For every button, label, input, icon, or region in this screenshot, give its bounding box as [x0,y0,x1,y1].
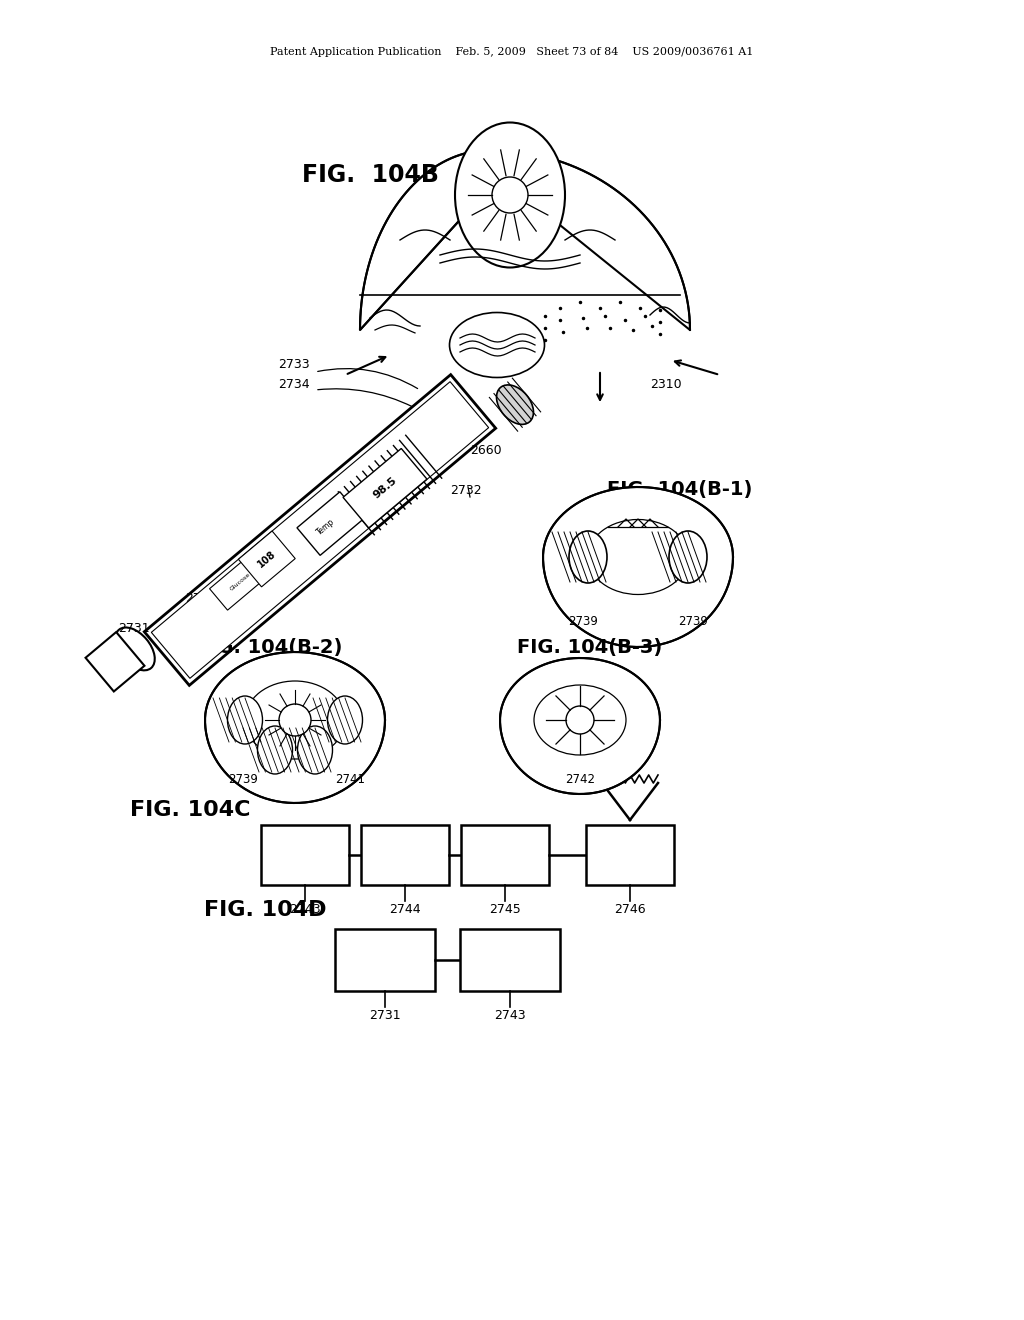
FancyBboxPatch shape [460,929,560,991]
Polygon shape [239,531,295,587]
Text: 2741: 2741 [335,774,365,785]
FancyBboxPatch shape [586,825,674,884]
Text: 2660: 2660 [470,444,502,457]
Text: 2739: 2739 [568,615,598,628]
Polygon shape [500,657,660,795]
Text: FIG. 104(B-1): FIG. 104(B-1) [607,480,753,499]
Polygon shape [543,487,733,647]
Polygon shape [205,652,385,803]
Circle shape [566,706,594,734]
FancyBboxPatch shape [335,929,435,991]
Text: 2739: 2739 [678,615,708,628]
Polygon shape [360,152,690,330]
Ellipse shape [669,531,707,583]
Text: FIG. 104(B-3): FIG. 104(B-3) [517,639,663,657]
Text: 2731: 2731 [118,622,150,635]
Text: 98.5: 98.5 [372,475,398,500]
Text: 108: 108 [256,549,278,569]
Text: 2735: 2735 [295,541,327,554]
Polygon shape [297,492,364,556]
FancyBboxPatch shape [361,825,449,884]
Ellipse shape [450,313,545,378]
Text: 2739: 2739 [228,774,258,785]
Ellipse shape [116,627,155,671]
Text: 2734: 2734 [278,379,309,392]
Text: Glucose: Glucose [228,572,251,591]
Text: FIG.  104B: FIG. 104B [301,162,438,187]
Polygon shape [343,449,427,528]
Ellipse shape [298,726,333,774]
FancyBboxPatch shape [261,825,349,884]
Ellipse shape [455,123,565,268]
Text: 2310: 2310 [650,379,682,392]
Text: 2744: 2744 [389,903,421,916]
Ellipse shape [257,726,293,774]
Text: FIG. 104D: FIG. 104D [204,900,327,920]
FancyBboxPatch shape [461,825,549,884]
Text: FIG. 104(B-2): FIG. 104(B-2) [198,639,343,657]
Text: 2737: 2737 [185,591,217,605]
Circle shape [492,177,528,213]
Text: FIG. 104C: FIG. 104C [130,800,250,820]
Polygon shape [86,632,144,692]
Ellipse shape [328,696,362,744]
Text: 2746: 2746 [614,903,646,916]
Text: 2733: 2733 [278,359,309,371]
Text: 2731: 2731 [370,1008,400,1022]
Text: Patent Application Publication    Feb. 5, 2009   Sheet 73 of 84    US 2009/00367: Patent Application Publication Feb. 5, 2… [270,48,754,57]
Text: 2732: 2732 [450,483,481,496]
Polygon shape [152,381,488,678]
Polygon shape [210,553,270,610]
Text: Temp: Temp [315,517,337,537]
Polygon shape [144,375,496,685]
Text: 2745: 2745 [489,903,521,916]
Text: 2742: 2742 [565,774,595,785]
Ellipse shape [569,531,607,583]
Text: 2743: 2743 [289,903,321,916]
Circle shape [279,704,311,737]
Text: 2743: 2743 [495,1008,525,1022]
Ellipse shape [227,696,262,744]
Ellipse shape [497,385,534,425]
